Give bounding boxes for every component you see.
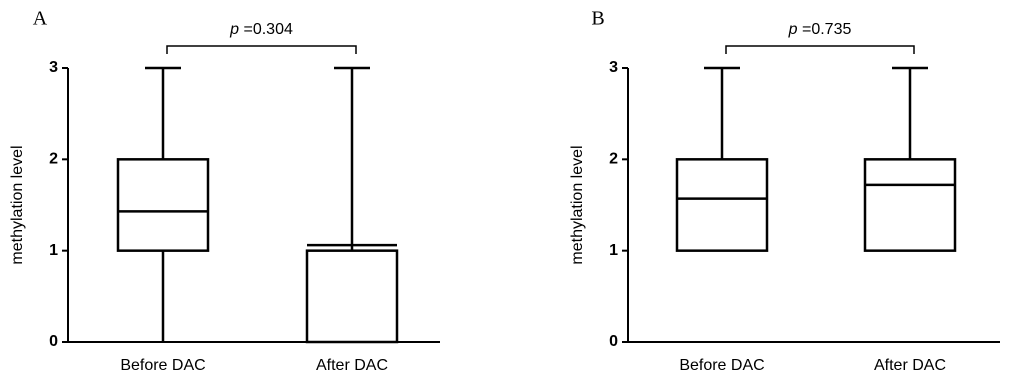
y-tick-label: 2 [609, 151, 618, 168]
box [675, 158, 769, 252]
x-tick-label: After DAC [316, 357, 388, 374]
y-tick-label: 3 [609, 59, 618, 76]
box [116, 158, 210, 252]
y-axis-label: methylation level [569, 145, 586, 264]
y-tick-label: 3 [49, 59, 58, 76]
box [863, 158, 957, 252]
panel-label: B [591, 8, 604, 30]
annotation-var: p [788, 21, 798, 38]
y-axis-label: methylation level [9, 145, 26, 264]
annotation: p =0.304 [229, 21, 293, 38]
significance-bracket [725, 45, 915, 54]
y-tick-label: 0 [49, 333, 58, 350]
x-tick-label: After DAC [874, 357, 946, 374]
panel-label: A [33, 8, 48, 30]
annotation-var: p [229, 21, 239, 38]
box [305, 249, 399, 344]
annotation-value: =0.304 [243, 21, 292, 38]
x-tick-label: Before DAC [120, 357, 205, 374]
y-tick-label: 1 [49, 242, 58, 259]
significance-bracket [166, 45, 357, 54]
annotation-value: =0.735 [802, 21, 851, 38]
x-tick-label: Before DAC [679, 357, 764, 374]
annotation: p =0.735 [788, 21, 852, 38]
y-tick-label: 1 [609, 242, 618, 259]
y-tick-label: 2 [49, 151, 58, 168]
y-tick-label: 0 [609, 333, 618, 350]
